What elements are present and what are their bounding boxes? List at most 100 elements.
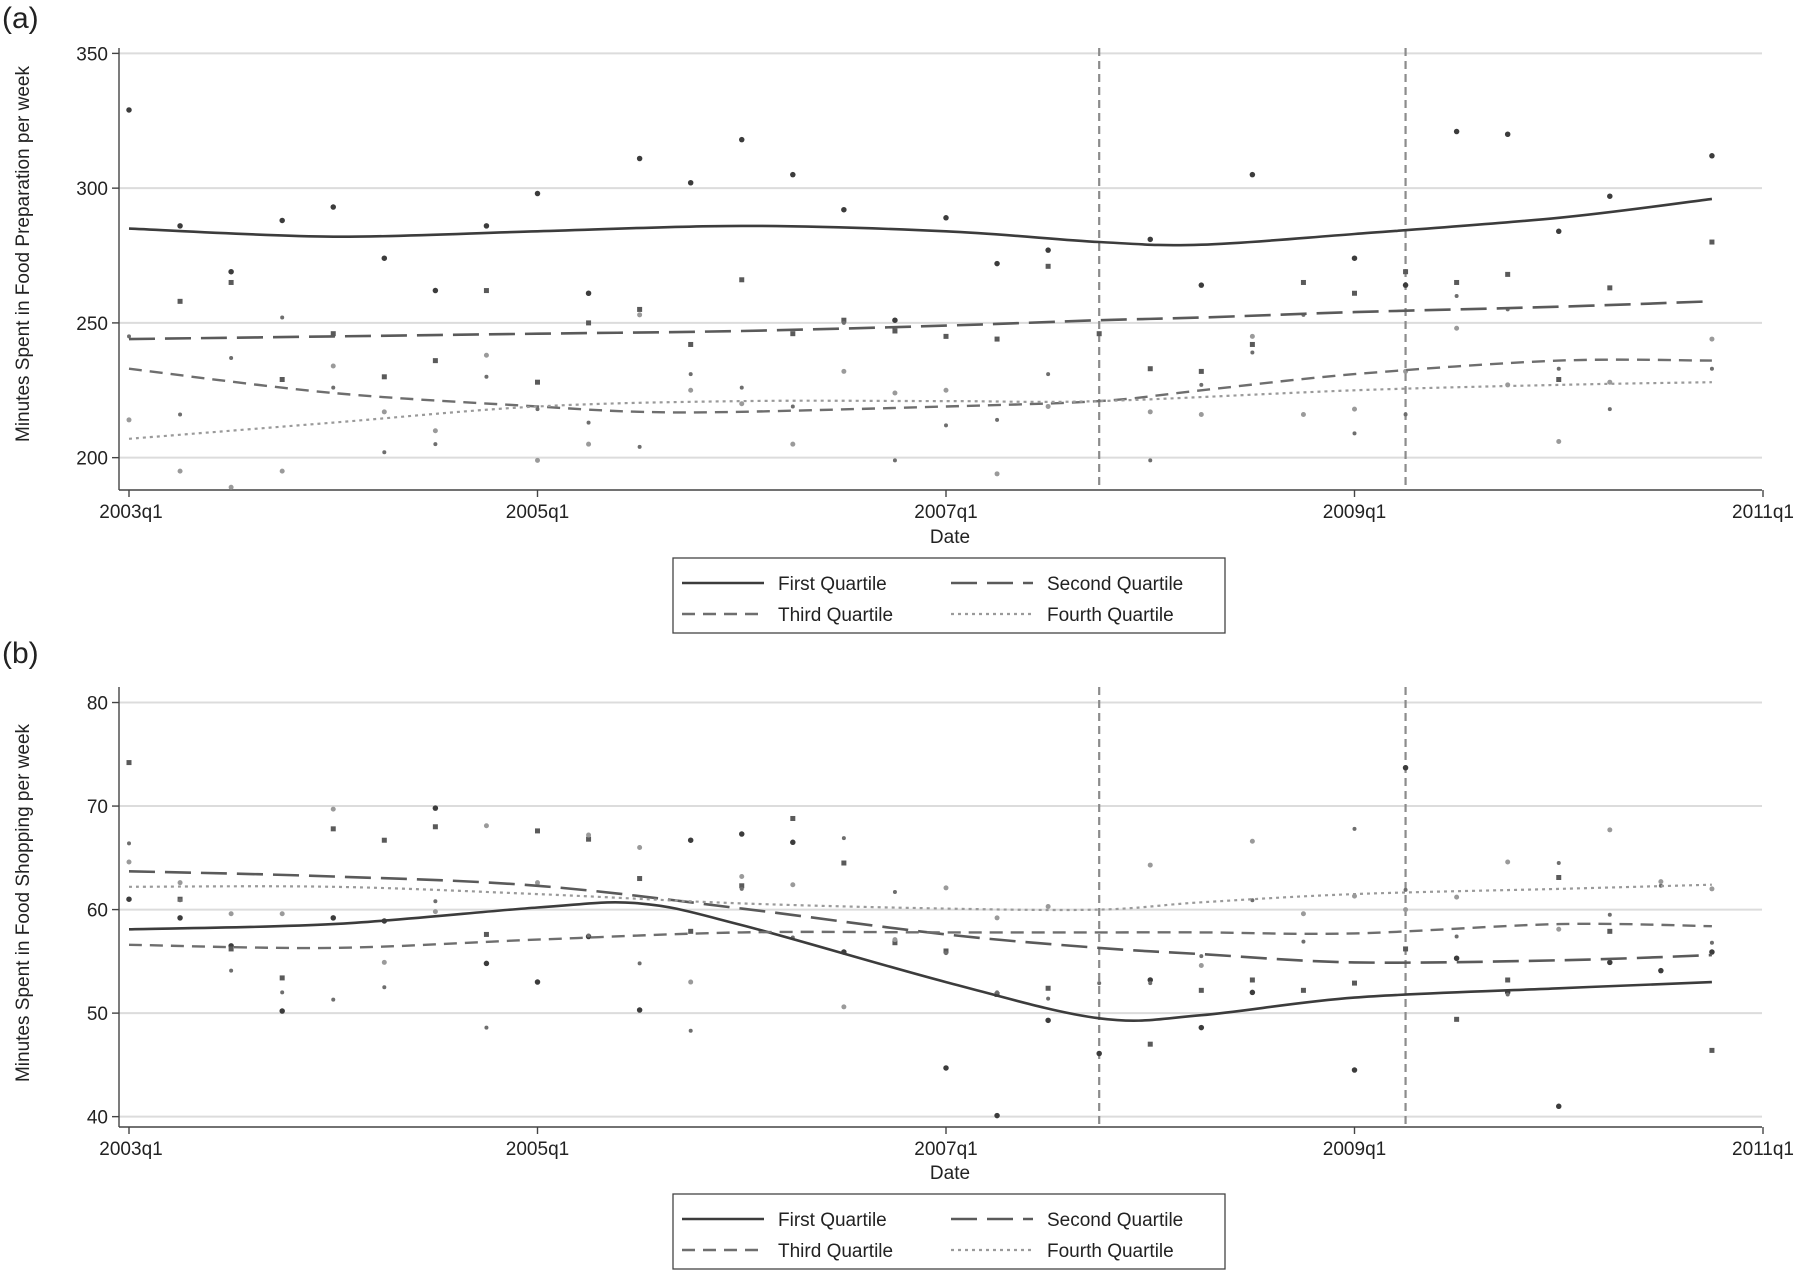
data-point bbox=[229, 355, 234, 360]
data-point bbox=[1096, 331, 1102, 337]
data-point bbox=[1454, 1016, 1460, 1022]
data-point bbox=[1556, 861, 1561, 865]
x-tick-label: 2011q1 bbox=[1732, 1139, 1794, 1160]
data-point bbox=[688, 928, 694, 934]
series-line-first-quartile bbox=[128, 197, 1713, 247]
panel-a-y-axis-title: Minutes Spent in Food Preparation per we… bbox=[13, 66, 34, 442]
data-point bbox=[177, 298, 183, 304]
data-point bbox=[1607, 912, 1612, 917]
series-line-third-quartile bbox=[128, 358, 1712, 414]
data-point bbox=[432, 824, 438, 830]
data-point bbox=[483, 823, 489, 829]
data-point bbox=[1351, 255, 1358, 261]
data-point bbox=[1403, 907, 1409, 913]
data-point bbox=[1403, 887, 1408, 892]
data-point bbox=[178, 898, 183, 903]
data-point bbox=[1556, 366, 1561, 371]
panel-b-legend-first-quartile: First Quartile bbox=[778, 1210, 887, 1231]
panel-a-legend-third-quartile: Third Quartile bbox=[778, 605, 893, 626]
data-point bbox=[1505, 859, 1511, 865]
y-tick-label: 70 bbox=[87, 797, 108, 818]
data-point bbox=[1352, 290, 1357, 296]
data-point bbox=[432, 287, 439, 294]
data-point bbox=[586, 836, 592, 842]
data-point bbox=[381, 374, 387, 380]
y-tick-label: 200 bbox=[76, 449, 108, 470]
data-point bbox=[1351, 1067, 1358, 1073]
data-point bbox=[331, 385, 336, 390]
panel-b-legend-fourth-quartile: Fourth Quartile bbox=[1047, 1241, 1174, 1262]
data-point bbox=[1556, 438, 1562, 444]
panel-b-axes bbox=[118, 687, 1762, 1128]
data-point bbox=[892, 390, 898, 396]
data-point bbox=[1402, 282, 1409, 288]
data-point bbox=[534, 979, 541, 985]
data-point bbox=[1454, 293, 1459, 298]
data-point bbox=[586, 420, 591, 425]
panel-a-axes bbox=[118, 48, 1762, 491]
data-point bbox=[1249, 341, 1255, 347]
data-point bbox=[739, 873, 745, 879]
data-point bbox=[1709, 886, 1715, 892]
data-point bbox=[841, 836, 846, 841]
data-point bbox=[1300, 412, 1306, 418]
data-point bbox=[279, 217, 285, 224]
data-point bbox=[739, 401, 745, 407]
data-point bbox=[382, 450, 387, 455]
data-point bbox=[1709, 949, 1715, 955]
data-point bbox=[841, 317, 847, 323]
data-point bbox=[1148, 458, 1153, 463]
panel-a-legend-box bbox=[672, 557, 1226, 634]
data-point bbox=[483, 960, 490, 967]
data-point bbox=[535, 379, 540, 385]
data-point bbox=[637, 844, 643, 850]
data-point bbox=[688, 341, 694, 347]
data-point bbox=[228, 484, 234, 490]
panel-a-gridlines bbox=[119, 52, 1762, 459]
data-point bbox=[1249, 989, 1256, 996]
data-point bbox=[1249, 977, 1255, 983]
data-point bbox=[943, 333, 949, 339]
data-point bbox=[1045, 403, 1051, 409]
data-point bbox=[994, 915, 1000, 921]
series-line-first-quartile bbox=[128, 900, 1712, 1022]
data-point bbox=[943, 215, 949, 221]
data-point bbox=[994, 471, 1000, 477]
data-point bbox=[1046, 372, 1051, 377]
panel-b-gridlines bbox=[119, 701, 1762, 1118]
data-point bbox=[1352, 826, 1357, 831]
data-point bbox=[1709, 940, 1714, 945]
data-point bbox=[228, 268, 234, 275]
data-point bbox=[1045, 903, 1051, 909]
data-point bbox=[687, 180, 694, 186]
data-point bbox=[892, 458, 897, 463]
data-point bbox=[381, 837, 387, 843]
data-point bbox=[381, 409, 387, 415]
data-point bbox=[944, 423, 948, 428]
panel-a-x-axis-title: Date bbox=[930, 527, 970, 548]
data-point bbox=[177, 223, 183, 229]
data-point bbox=[331, 997, 336, 1002]
data-point bbox=[1045, 1017, 1051, 1024]
y-tick-label: 50 bbox=[87, 1004, 108, 1025]
data-point bbox=[177, 468, 183, 474]
data-point bbox=[330, 915, 336, 921]
data-point bbox=[1505, 977, 1511, 983]
series-line-fourth-quartile bbox=[128, 381, 1712, 440]
data-point bbox=[330, 204, 336, 210]
data-point bbox=[1096, 1050, 1102, 1057]
data-point bbox=[381, 255, 388, 261]
y-tick-label: 250 bbox=[76, 314, 108, 335]
data-point bbox=[637, 306, 643, 312]
panel-b-label: (b) bbox=[2, 637, 39, 670]
data-point bbox=[432, 358, 438, 364]
data-point bbox=[279, 975, 285, 981]
data-point bbox=[637, 312, 643, 318]
series-line-fourth-quartile bbox=[128, 883, 1712, 912]
data-point bbox=[330, 806, 336, 812]
panel-a-legend: First Quartile Second Quartile Third Qua… bbox=[672, 557, 1226, 634]
data-point bbox=[1198, 368, 1204, 374]
data-point bbox=[1709, 1047, 1715, 1053]
data-point bbox=[1148, 981, 1153, 986]
